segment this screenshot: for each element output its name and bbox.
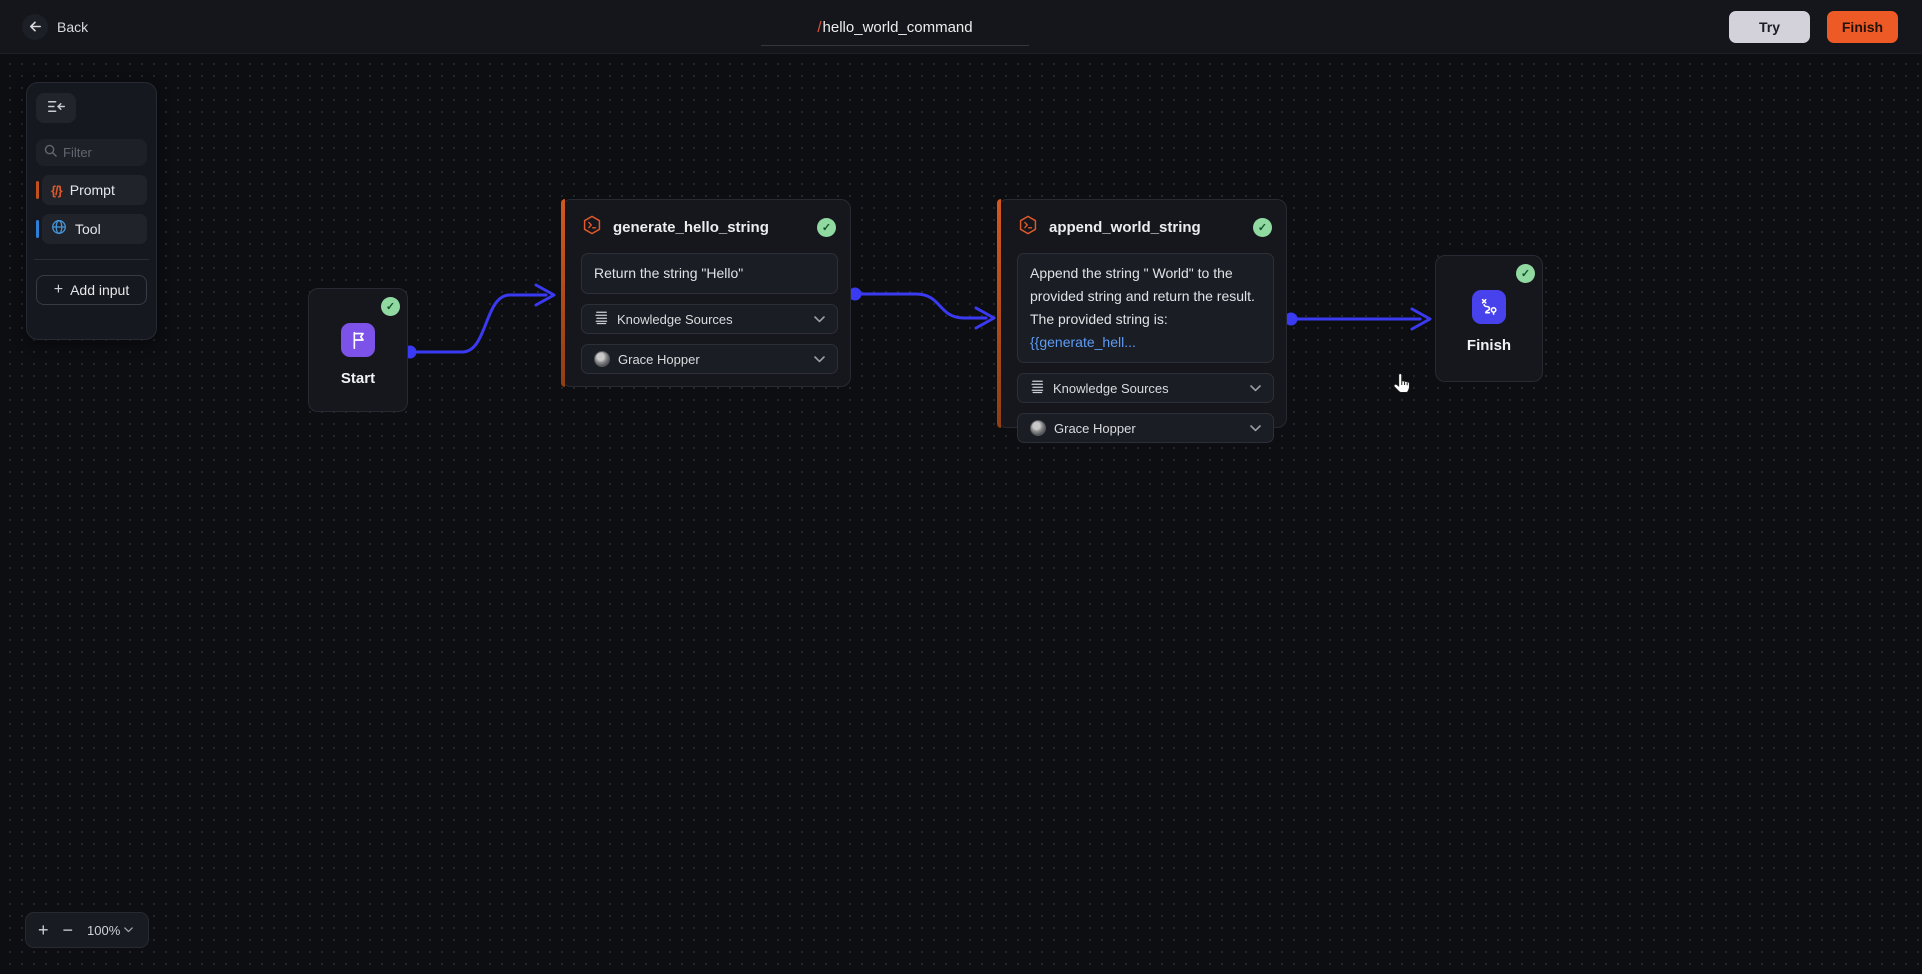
route-icon [1472, 290, 1506, 324]
back-label: Back [57, 18, 89, 35]
node-header: generate_hello_string ✓ [562, 200, 850, 253]
tool-accent-bar [36, 220, 39, 238]
knowledge-sources-dropdown[interactable]: Knowledge Sources [1017, 373, 1274, 403]
chevron-down-icon [1250, 424, 1261, 432]
prompt-hexagon-icon [1017, 214, 1039, 241]
generate-hello-string-node[interactable]: generate_hello_string ✓ Return the strin… [561, 199, 851, 387]
finish-button[interactable]: Finish [1827, 11, 1898, 43]
collapse-panel-icon [47, 99, 66, 117]
prompt-hexagon-icon [581, 214, 603, 241]
agent-dropdown[interactable]: Grace Hopper [1017, 413, 1274, 443]
books-stack-icon [1030, 379, 1045, 397]
palette-item-label: Prompt [69, 182, 115, 198]
chevron-down-icon [814, 315, 825, 323]
knowledge-sources-dropdown[interactable]: Knowledge Sources [581, 304, 838, 334]
plus-icon: + [53, 281, 64, 298]
valid-status-badge: ✓ [817, 218, 836, 237]
agent-label: Grace Hopper [1054, 420, 1136, 436]
filter-input[interactable] [63, 145, 139, 160]
page-title: hello_world_command [822, 19, 973, 36]
prompt-accent-bar [36, 181, 39, 199]
agent-avatar [1030, 420, 1046, 436]
zoom-out-button[interactable]: − [62, 920, 74, 940]
back-arrow-icon [22, 13, 48, 40]
node-title: generate_hello_string [613, 219, 769, 236]
flow-edges [403, 283, 1432, 359]
knowledge-sources-label: Knowledge Sources [1053, 380, 1169, 396]
finish-node-label: Finish [1466, 337, 1512, 354]
append-world-string-node[interactable]: append_world_string ✓ Append the string … [997, 199, 1287, 443]
command-title-input[interactable]: / hello_world_command [761, 10, 1029, 46]
edge-append-to-finish [1284, 307, 1432, 331]
connection-handle[interactable] [1284, 312, 1298, 326]
node-title: append_world_string [1049, 219, 1201, 236]
globe-icon [51, 219, 67, 240]
prompt-description-text: Append the string " World" to the provid… [1030, 265, 1255, 327]
palette-item-label: Tool [75, 221, 101, 237]
palette-item-tool[interactable]: Tool [36, 214, 147, 244]
edge-generate-to-append [848, 287, 996, 330]
zoom-level-value: 100% [87, 922, 121, 938]
back-button[interactable]: Back [22, 13, 89, 40]
braces-prompt-icon: {/} [51, 182, 63, 198]
zoom-level-dropdown[interactable]: 100% [87, 922, 134, 938]
chevron-down-icon [814, 355, 825, 363]
knowledge-sources-label: Knowledge Sources [617, 311, 733, 327]
node-palette-panel: {/} Prompt Tool + Add input [26, 82, 157, 340]
edge-start-to-generate [403, 283, 556, 359]
chevron-down-icon [1250, 384, 1261, 392]
connection-handle[interactable] [848, 287, 862, 301]
search-icon [44, 144, 57, 162]
valid-status-badge: ✓ [381, 297, 400, 316]
flow-canvas[interactable]: {/} Prompt Tool + Add input ✓ Start [0, 54, 1922, 974]
title-slash-prefix: / [817, 19, 822, 36]
add-input-button[interactable]: + Add input [36, 275, 147, 305]
collapse-panel-button[interactable] [36, 93, 76, 123]
template-variable-text: {{generate_hell... [1030, 334, 1136, 350]
panel-divider [34, 259, 149, 260]
topbar-actions: Try Finish [1729, 11, 1898, 43]
prompt-description-field[interactable]: Append the string " World" to the provid… [1017, 253, 1274, 363]
agent-avatar [594, 351, 610, 367]
flag-icon [341, 323, 375, 357]
add-input-label: Add input [70, 282, 130, 298]
start-node-label: Start [340, 370, 376, 387]
agent-dropdown[interactable]: Grace Hopper [581, 344, 838, 374]
try-button[interactable]: Try [1729, 11, 1810, 43]
agent-label: Grace Hopper [618, 351, 700, 367]
start-node[interactable]: ✓ Start [308, 288, 408, 412]
prompt-description-text: Return the string "Hello" [594, 265, 744, 281]
filter-search-box[interactable] [36, 139, 147, 166]
books-stack-icon [594, 310, 609, 328]
zoom-controls: + − 100% [25, 912, 149, 948]
node-header: append_world_string ✓ [998, 200, 1286, 253]
valid-status-badge: ✓ [1516, 264, 1535, 283]
chevron-down-icon [124, 927, 134, 933]
top-bar: Back / hello_world_command Try Finish [0, 0, 1922, 54]
finish-node[interactable]: ✓ Finish [1435, 255, 1543, 382]
zoom-in-button[interactable]: + [38, 920, 49, 940]
valid-status-badge: ✓ [1253, 218, 1272, 237]
palette-item-prompt[interactable]: {/} Prompt [36, 175, 147, 205]
prompt-description-field[interactable]: Return the string "Hello" [581, 253, 838, 294]
